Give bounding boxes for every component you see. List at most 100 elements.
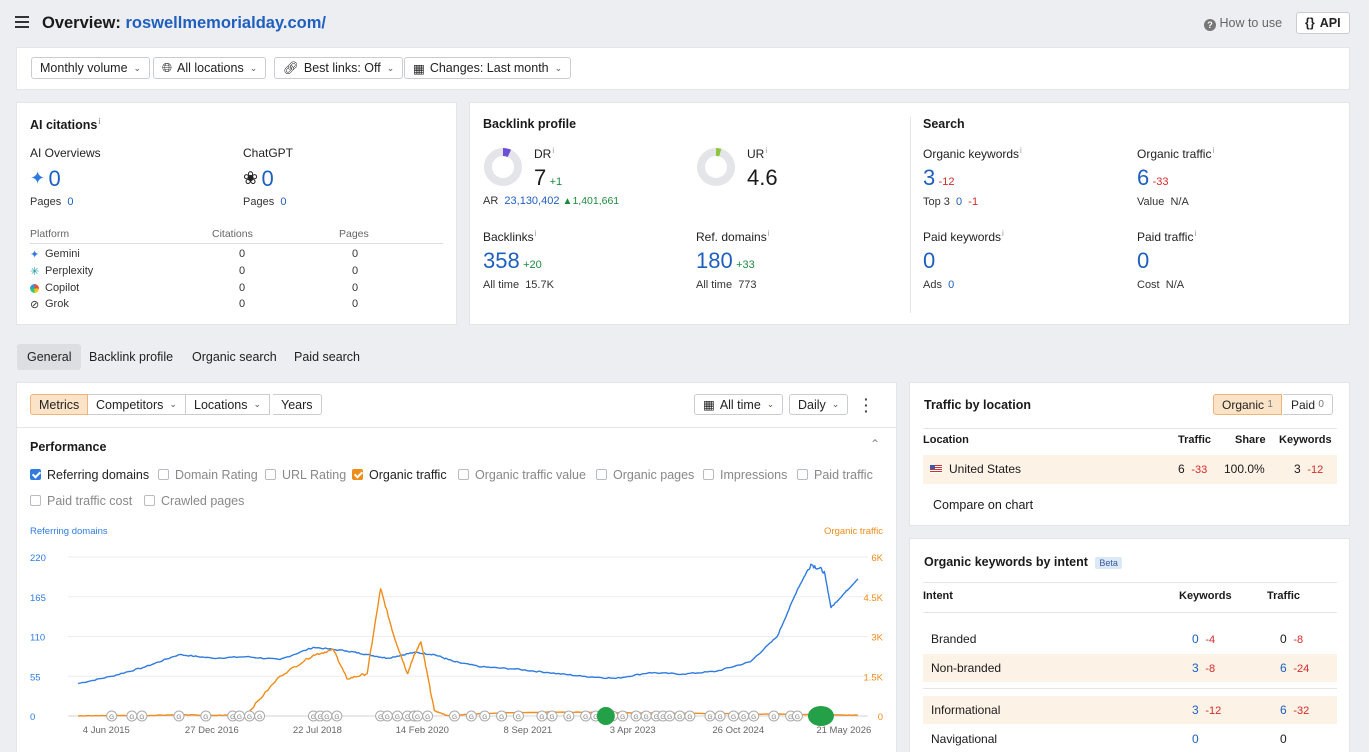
google-update-letter: G <box>237 714 242 721</box>
chevron-down-icon: ⌄ <box>831 399 840 409</box>
paid-toggle[interactable]: Paid 0 <box>1283 394 1333 415</box>
chevron-down-icon: ⌄ <box>133 62 142 73</box>
chevron-down-icon: ⌄ <box>554 62 563 73</box>
paid-traffic-value[interactable]: 0 <box>1137 248 1150 273</box>
performance-chart[interactable]: Referring domains Organic traffic 220 6K 165… <box>16 520 896 752</box>
google-update-icon <box>254 710 266 722</box>
pages-value[interactable]: 0 <box>352 248 359 260</box>
backlinks-alltime: All time 15.7K <box>483 279 554 291</box>
organic-traffic-value: 6 <box>1137 165 1150 190</box>
backlinks-metric[interactable]: 358 +20 <box>483 248 542 274</box>
ar-value[interactable]: 23,130,402 <box>504 195 560 207</box>
volume-dropdown[interactable]: Monthly volume ⌄ <box>31 57 151 79</box>
chevron-up-icon[interactable]: ⌃ <box>870 437 881 451</box>
tab-backlink-profile[interactable]: Backlink profile <box>89 350 174 364</box>
beta-badge: Beta <box>1095 557 1122 569</box>
metrics-segment[interactable]: Metrics <box>30 394 89 415</box>
annotation-marker <box>807 706 834 726</box>
tab-paid-search[interactable]: Paid search <box>294 350 361 364</box>
us-flag-icon <box>930 465 942 473</box>
google-update-letter: G <box>620 714 625 721</box>
google-update-icon <box>200 710 212 722</box>
all-time-dropdown[interactable]: ▦ All time ⌄ <box>694 394 784 415</box>
google-update-letter: G <box>129 714 134 721</box>
ref-domains-delta: +33 <box>736 259 755 271</box>
ai-overviews-metric[interactable]: ✦ 0 <box>30 166 61 192</box>
chevron-down-icon: ⌄ <box>169 399 177 409</box>
x-tick-label: 3 Apr 2023 <box>610 725 656 736</box>
checkbox-organic-traffic-value[interactable]: Organic traffic value <box>458 468 586 482</box>
table-row[interactable]: Navigational 0 0 <box>931 732 1287 746</box>
competitors-segment[interactable]: Competitors ⌄ <box>88 394 186 415</box>
location-traffic: 6 -33 <box>1178 462 1208 476</box>
how-to-use-link[interactable]: ? How to use <box>1204 16 1282 31</box>
table-row[interactable]: United States 6 -33 100.0% 3 -12 <box>923 455 1337 484</box>
citations-value[interactable]: 0 <box>239 282 246 294</box>
checkbox-referring-domains[interactable]: Referring domains <box>30 468 149 482</box>
grok-icon: ⊘ <box>30 299 40 311</box>
organic-toggle[interactable]: Organic 1 <box>1213 394 1282 415</box>
organic-keywords-delta: -12 <box>938 176 955 188</box>
checkbox-paid-traffic[interactable]: Paid traffic <box>797 468 873 482</box>
tab-general[interactable]: General <box>17 344 82 370</box>
more-options-icon[interactable]: · · · <box>864 391 869 419</box>
domain-link[interactable]: roswellmemorialday.com/ <box>125 14 326 32</box>
chatgpt-metric[interactable]: ❀ 0 <box>243 166 274 192</box>
checkbox-domain-rating[interactable]: Domain Rating <box>158 468 258 482</box>
best-links-dropdown[interactable]: 🔗︎ Best links: Off ⌄ <box>274 57 404 79</box>
google-update-letter: G <box>593 714 598 721</box>
google-update-letter: G <box>751 714 756 721</box>
google-update-letter: G <box>644 714 649 721</box>
paid-keywords-value[interactable]: 0 <box>923 248 936 273</box>
google-update-letter: G <box>324 714 329 721</box>
organic-traffic-metric[interactable]: 6 -33 <box>1137 165 1169 191</box>
checkbox-paid-traffic-cost[interactable]: Paid traffic cost <box>30 494 132 508</box>
pages-value[interactable]: 0 <box>352 298 359 310</box>
series-line <box>78 588 858 717</box>
ur-value[interactable]: 4.6 <box>747 165 778 190</box>
citations-value[interactable]: 0 <box>239 298 246 310</box>
table-row[interactable]: Non-branded 3 -8 6 -24 <box>923 654 1337 682</box>
table-row[interactable]: Informational 3 -12 6 -32 <box>923 696 1337 724</box>
daily-dropdown[interactable]: Daily ⌄ <box>789 394 849 415</box>
organic-traffic-label: Organic traffici <box>1137 146 1215 161</box>
google-update-letter: G <box>425 714 430 721</box>
ref-domains-metric[interactable]: 180 +33 <box>696 248 755 274</box>
checkbox-crawled-pages[interactable]: Crawled pages <box>144 494 244 508</box>
google-update-letter: G <box>718 714 723 721</box>
platform-name: Gemini <box>45 248 80 260</box>
organic-keywords-metric[interactable]: 3 -12 <box>923 165 955 191</box>
compare-on-chart-link[interactable]: Compare on chart <box>933 498 1034 512</box>
checkbox-organic-traffic[interactable]: Organic traffic <box>352 468 447 482</box>
google-update-letter: G <box>741 714 746 721</box>
menu-icon[interactable] <box>15 15 29 29</box>
dr-value: 7 <box>534 165 547 190</box>
pages-value[interactable]: 0 <box>352 265 359 277</box>
api-button[interactable]: {} API <box>1296 12 1350 34</box>
locations-segment[interactable]: Locations ⌄ <box>186 394 271 415</box>
ads-row: Ads 0 <box>923 279 955 291</box>
checkbox-url-rating[interactable]: URL Rating <box>265 468 346 482</box>
locations-dropdown[interactable]: 🌐︎ All locations ⌄ <box>153 57 267 79</box>
pages-value[interactable]: 0 <box>352 282 359 294</box>
x-tick-label: 4 Jun 2015 <box>83 725 130 736</box>
citations-value[interactable]: 0 <box>239 248 246 260</box>
platform-name: Grok <box>45 298 69 310</box>
paid-keywords-label: Paid keywordsi <box>923 229 1004 244</box>
ref-domains-label: Ref. domainsi <box>696 229 770 244</box>
best-links-label: Best links: Off <box>303 61 381 75</box>
changes-dropdown[interactable]: ▦ Changes: Last month ⌄ <box>404 57 572 79</box>
years-segment[interactable]: Years <box>273 394 322 415</box>
google-update-letter: G <box>385 714 390 721</box>
google-update-icon <box>684 710 696 722</box>
sparkle-icon: ✦ <box>30 168 46 188</box>
tab-organic-search[interactable]: Organic search <box>192 350 277 364</box>
citations-value[interactable]: 0 <box>239 265 246 277</box>
table-row[interactable]: Branded 0 -4 0 -8 <box>931 632 1304 646</box>
google-update-letter: G <box>452 714 457 721</box>
checkbox-organic-pages[interactable]: Organic pages <box>596 468 694 482</box>
dr-metric[interactable]: 7 +1 <box>534 165 562 191</box>
location-name: United States <box>949 462 1022 476</box>
google-update-letter: G <box>176 714 181 721</box>
checkbox-impressions[interactable]: Impressions <box>703 468 787 482</box>
